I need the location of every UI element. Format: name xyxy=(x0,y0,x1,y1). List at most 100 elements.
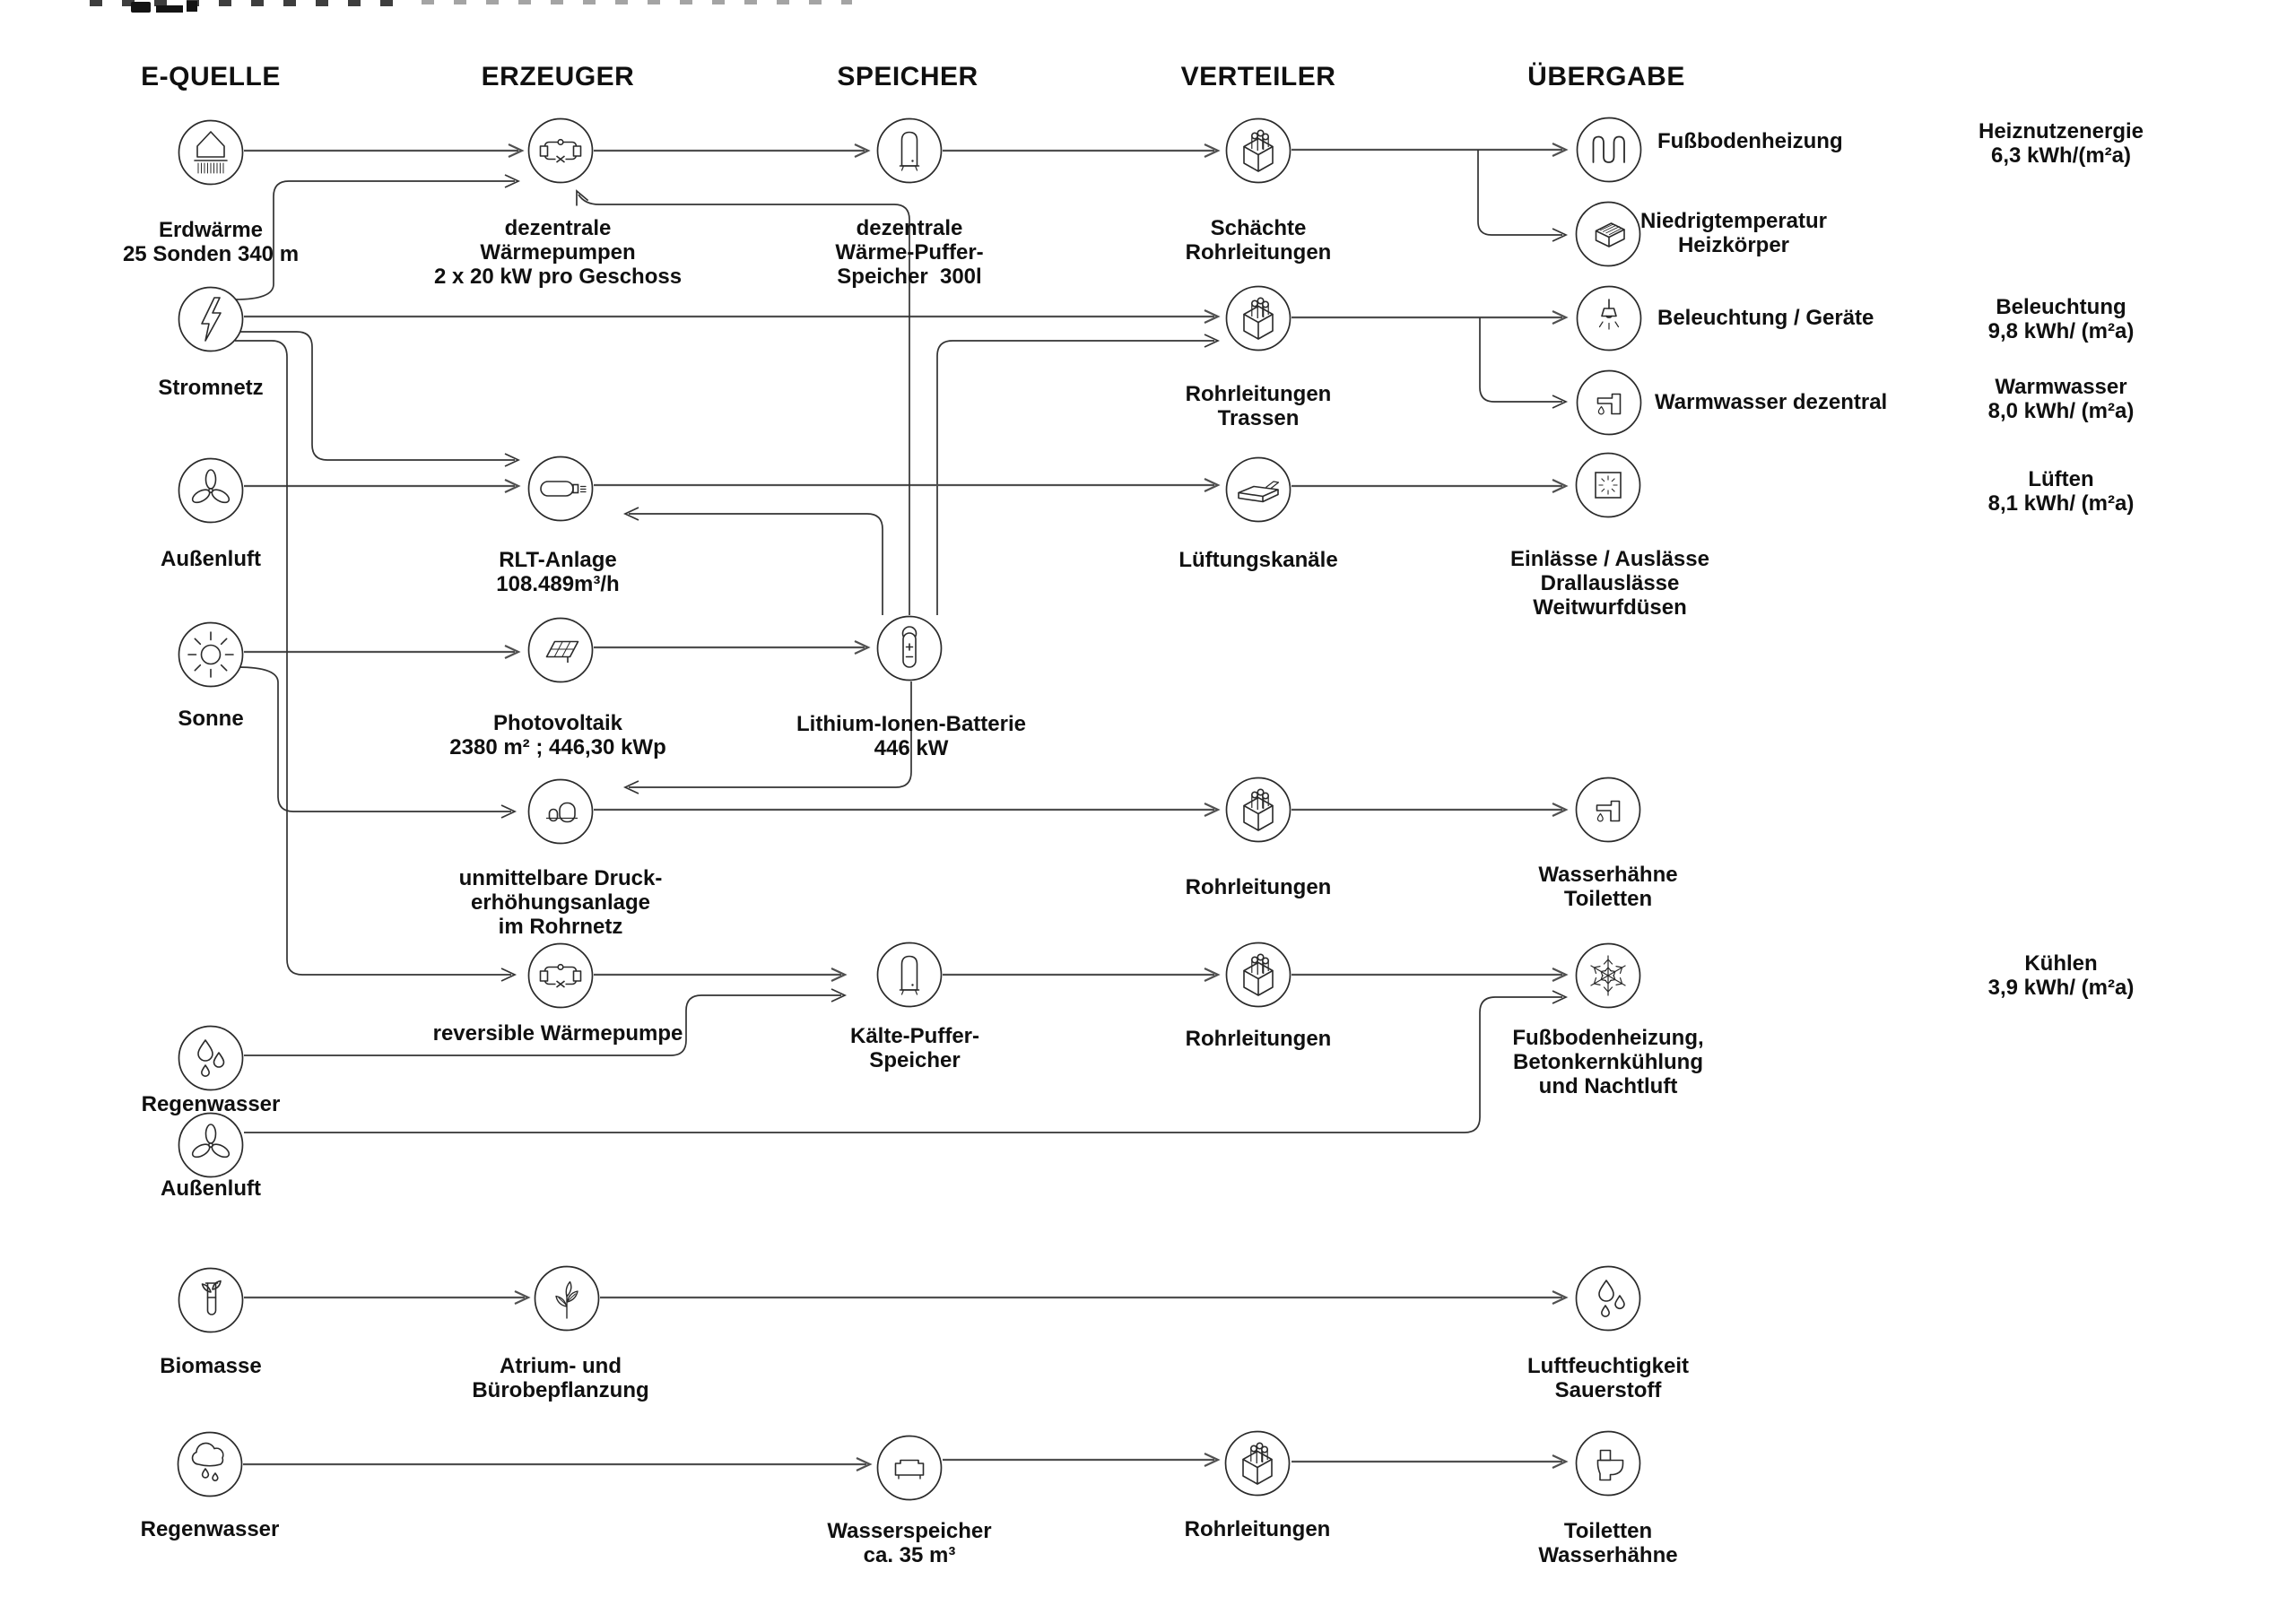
rlt-anlage-circle xyxy=(527,456,594,522)
aussenluft-label-line-1: Außenluft xyxy=(161,547,261,571)
col-header-verteiler: VERTEILER xyxy=(1181,63,1336,91)
edge-stromnetz-to-waermepumpen xyxy=(234,180,515,300)
rohrleitungen10-label: Rohrleitungen xyxy=(1185,1517,1331,1541)
reversible-wp-label-line-1: reversible Wärmepumpe xyxy=(432,1021,683,1046)
erdwaerme-label-line-1: Erdwärme xyxy=(158,218,264,242)
arrowhead-atrium-to-luftfeuchtigkeit xyxy=(1552,1290,1569,1305)
beleuchtung-value-line-1: Beleuchtung xyxy=(1996,295,2126,319)
arrowhead-trassen-to-warmwasser xyxy=(1552,395,1569,409)
arrowhead-wasserspeicher-to-rohrleitungen xyxy=(1204,1453,1221,1467)
niedrigtemperatur-heizkoerper-circle xyxy=(1575,201,1641,267)
druckerhoehung-label: unmittelbare Druck-erhöhungsanlage im Roh… xyxy=(459,866,663,939)
arrowhead-batterie-to-druckerhoehung xyxy=(622,780,639,794)
edge-batterie-to-trassen xyxy=(936,340,1214,615)
kaelte-puffer-label: Kälte-Puffer- Speicher xyxy=(850,1024,979,1072)
aussenluft2-label: Außenluft xyxy=(161,1176,261,1201)
trassen-label-line-2: Trassen xyxy=(1217,406,1300,430)
kuehlen-uebergabe-label-line-1: Fußbodenheizung, xyxy=(1512,1026,1704,1050)
einlaesse-circle xyxy=(1575,452,1641,518)
beleuchtung-geraete-label-line-1: Beleuchtung / Geräte xyxy=(1657,306,1874,330)
stromnetz-circle xyxy=(178,286,244,352)
arrowhead-batterie-to-waermepumpen xyxy=(576,189,589,206)
luftfeuchtigkeit-label-line-1: Luftfeuchtigkeit xyxy=(1527,1354,1689,1378)
einlaesse-label-line-1: Einlässe / Auslässe xyxy=(1510,547,1709,571)
waermepumpen-label-line-2: Wärmepumpen xyxy=(480,240,636,265)
heiznutzenergie-value: Heiznutzenergie 6,3 kWh/(m²a) xyxy=(1979,119,2144,168)
edge-stromnetz-to-reversible-wp xyxy=(235,340,511,976)
arrowhead-batterie-to-rlt xyxy=(622,507,639,521)
arrowhead-aussenluft-to-kuehlen xyxy=(1552,990,1569,1004)
arrowhead-regenwasser-to-kaeltespeicher xyxy=(831,988,848,1002)
rohrleitungen5-label: Rohrleitungen xyxy=(1186,875,1332,899)
heiznutzenergie-value-line-2: 6,3 kWh/(m²a) xyxy=(1990,143,2132,168)
arrowhead-rohrleitungen-to-wasserhaehne xyxy=(1552,803,1569,817)
biomasse-label: Biomasse xyxy=(160,1354,261,1378)
waermepumpen-label-line-1: dezentrale xyxy=(504,216,612,240)
arrowhead-photovoltaik-to-batterie xyxy=(854,640,871,655)
druckerhoehung-circle xyxy=(527,778,594,845)
schaechte-circle xyxy=(1225,117,1292,184)
col-header-equelle: E-QUELLE xyxy=(141,63,281,91)
reversible-wp-label: reversible Wärmepumpe xyxy=(433,1021,683,1046)
lueften-value: Lüften 8,1 kWh/ (m²a) xyxy=(1988,467,2135,516)
batterie-label-line-2: 446 kW xyxy=(874,736,949,760)
druckerhoehung-label-line-2: erhöhungsanlage xyxy=(470,890,651,915)
edge-batterie-to-waermepumpen xyxy=(578,194,910,615)
wasserhaehne-label-line-2: Toiletten xyxy=(1563,887,1653,911)
warmwasser-dezentral-circle xyxy=(1576,369,1642,436)
warmwasser-value-line-2: 8,0 kWh/ (m²a) xyxy=(1987,399,2135,423)
kuehlen-value: Kühlen 3,9 kWh/ (m²a) xyxy=(1988,951,2135,1000)
arrowhead-sonne-to-photovoltaik xyxy=(504,645,521,659)
photovoltaik-label: Photovoltaik 2380 m² ; 446,30 kWp xyxy=(449,711,665,759)
rohrleitungen5-label-line-1: Rohrleitungen xyxy=(1185,875,1332,899)
arrowhead-schaechte-to-niedrigtemperatur xyxy=(1552,228,1569,242)
rohrleitungen6-label-line-1: Rohrleitungen xyxy=(1185,1027,1332,1051)
waerme-puffer-label-line-2: Wärme-Puffer- xyxy=(835,240,984,265)
arrowhead-rohrleitungen-to-toiletten xyxy=(1552,1454,1569,1469)
photovoltaik-circle xyxy=(527,617,594,683)
rlt-label-line-2: 108.489m³/h xyxy=(496,572,620,596)
arrowhead-schaechte-to-fussbodenheizung xyxy=(1552,143,1569,157)
niedrigtemperatur-label-line-2: Heizkörper xyxy=(1677,233,1790,257)
wasserspeicher-circle xyxy=(876,1435,943,1501)
reversible-waermepumpe-circle xyxy=(527,942,594,1009)
niedrigtemperatur-label-line-1: Niedrigtemperatur xyxy=(1639,209,1828,233)
col-header-erzeuger-line-1: ERZEUGER xyxy=(481,62,635,91)
warmwasser-dezentral-label: Warmwasser dezentral xyxy=(1655,390,1887,414)
trassen-label-line-1: Rohrleitungen xyxy=(1185,382,1332,406)
edge-aussenluft-to-kuehlen xyxy=(244,996,1562,1133)
lueften-value-line-2: 8,1 kWh/ (m²a) xyxy=(1987,491,2135,516)
arrowhead-regenwasser-to-wasserspeicher xyxy=(856,1457,873,1471)
arrowhead-rlt-to-lueftungskanaele xyxy=(1204,478,1221,492)
waerme-puffer-speicher-circle xyxy=(876,117,943,184)
luftfeuchtigkeit-label: Luftfeuchtigkeit Sauerstoff xyxy=(1527,1354,1689,1402)
aussenluft-2-circle xyxy=(178,1112,244,1178)
edge-batterie-to-rlt xyxy=(629,513,883,615)
heiznutzenergie-value-line-1: Heiznutzenergie xyxy=(1978,119,2144,143)
rohrleitungen6-label: Rohrleitungen xyxy=(1186,1027,1332,1051)
einlaesse-label-line-3: Weitwurfdüsen xyxy=(1533,595,1687,620)
col-header-speicher-line-1: SPEICHER xyxy=(837,62,978,91)
waerme-puffer-label-line-1: dezentrale xyxy=(856,216,963,240)
lueftungskanaele-label: Lüftungskanäle xyxy=(1178,548,1337,572)
col-header-erzeuger: ERZEUGER xyxy=(482,63,635,91)
biomasse-label-line-1: Biomasse xyxy=(160,1354,262,1378)
wasserhaehne-label: Wasserhähne Toiletten xyxy=(1538,863,1677,911)
kuehlen-uebergabe-label-line-3: und Nachtluft xyxy=(1538,1074,1678,1098)
schaechte-label-line-2: Rohrleitungen xyxy=(1185,240,1332,265)
edge-regenwasser-to-kaeltespeicher xyxy=(244,994,841,1056)
kuehlen-uebergabe-label: Fußbodenheizung, Betonkernkühlung und Nach… xyxy=(1512,1026,1703,1098)
toiletten-label: Toiletten Wasserhähne xyxy=(1538,1519,1677,1567)
arrowhead-reversible-wp-to-kaeltespeicher xyxy=(831,968,848,982)
arrowhead-trassen-to-beleuchtung xyxy=(1552,310,1569,325)
lueftungskanaele-circle xyxy=(1225,456,1292,523)
toiletten-label-line-2: Wasserhähne xyxy=(1538,1543,1678,1567)
niedrigtemperatur-label: Niedrigtemperatur Heizkörper xyxy=(1640,209,1827,257)
erdwaerme-label-line-2: 25 Sonden 340 m xyxy=(122,242,300,266)
kaelte-puffer-label-line-2: Speicher xyxy=(869,1048,961,1072)
schaechte-label-line-1: Schächte xyxy=(1210,216,1307,240)
einlaesse-label-line-2: Drallauslässe xyxy=(1540,571,1680,595)
rlt-label-line-1: RLT-Anlage xyxy=(499,548,617,572)
